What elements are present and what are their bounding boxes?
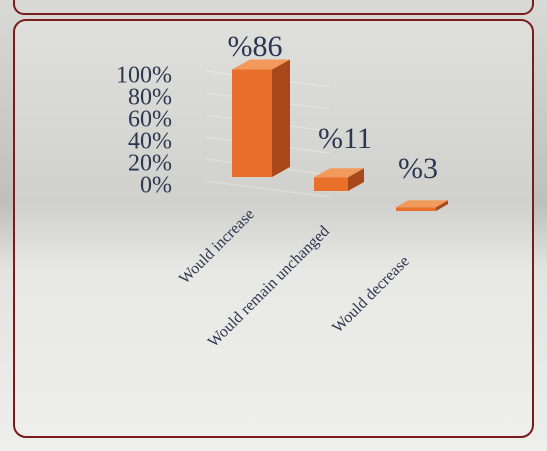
bar-side <box>272 59 290 177</box>
bar-front <box>314 177 348 191</box>
value-label: %11 <box>318 122 372 155</box>
top-frame <box>13 0 534 15</box>
bar-side <box>348 168 364 191</box>
bar-front <box>396 207 436 211</box>
value-label: %86 <box>228 30 283 63</box>
bar-side <box>436 200 448 211</box>
chart-frame <box>13 19 534 438</box>
bar-top <box>396 200 448 208</box>
y-tick-label: 40% <box>128 129 172 155</box>
y-tick-label: 60% <box>128 107 172 133</box>
grid-line <box>204 180 331 198</box>
y-tick-label: 80% <box>128 85 172 111</box>
bar-front <box>232 69 272 177</box>
y-tick-label: 0% <box>140 173 172 199</box>
value-label: %3 <box>398 152 438 185</box>
bar-top <box>232 59 290 70</box>
y-tick-label: 100% <box>116 63 172 89</box>
y-tick-label: 20% <box>128 151 172 177</box>
bar-top <box>314 168 364 178</box>
